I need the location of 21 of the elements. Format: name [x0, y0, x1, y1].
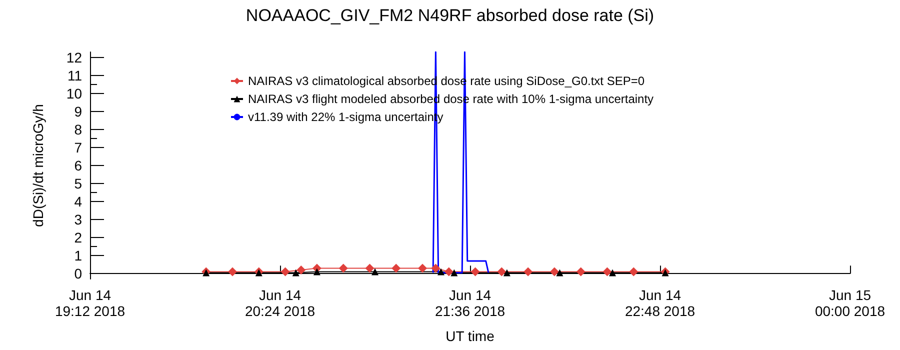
chart-title: NOAAAOC_GIV_FM2 N49RF absorbed dose rate (Si) — [246, 6, 654, 25]
x-axis-title: UT time — [446, 328, 495, 344]
x-tick-label: Jun 15 00:00 2018 — [814, 287, 886, 319]
x-tick-label: Jun 14 21:36 2018 — [434, 287, 506, 319]
y-tick-label: 8 — [74, 121, 82, 138]
y-tick-label: 4 — [74, 194, 82, 210]
y-tick-label: 1 — [74, 248, 82, 264]
y-tick-label: 9 — [74, 103, 82, 120]
y-axis-title: dD(Si)/dt microGy/h — [30, 104, 46, 227]
y-tick-label: 3 — [74, 212, 82, 228]
x-tick-label: Jun 14 20:24 2018 — [244, 287, 316, 319]
y-tick-label: 5 — [74, 176, 82, 192]
y-tick-label: 11 — [67, 67, 82, 84]
y-tick-label: 6 — [74, 158, 82, 174]
y-tick-label: 10 — [66, 85, 82, 102]
y-tick-label: 0 — [74, 266, 82, 282]
y-tick-label: 12 — [66, 49, 82, 66]
y-tick-label: 7 — [74, 139, 82, 156]
y-tick-label: 2 — [74, 230, 82, 246]
x-tick-label: Jun 14 22:48 2018 — [624, 287, 696, 319]
x-tick-label: Jun 14 19:12 2018 — [54, 287, 126, 319]
